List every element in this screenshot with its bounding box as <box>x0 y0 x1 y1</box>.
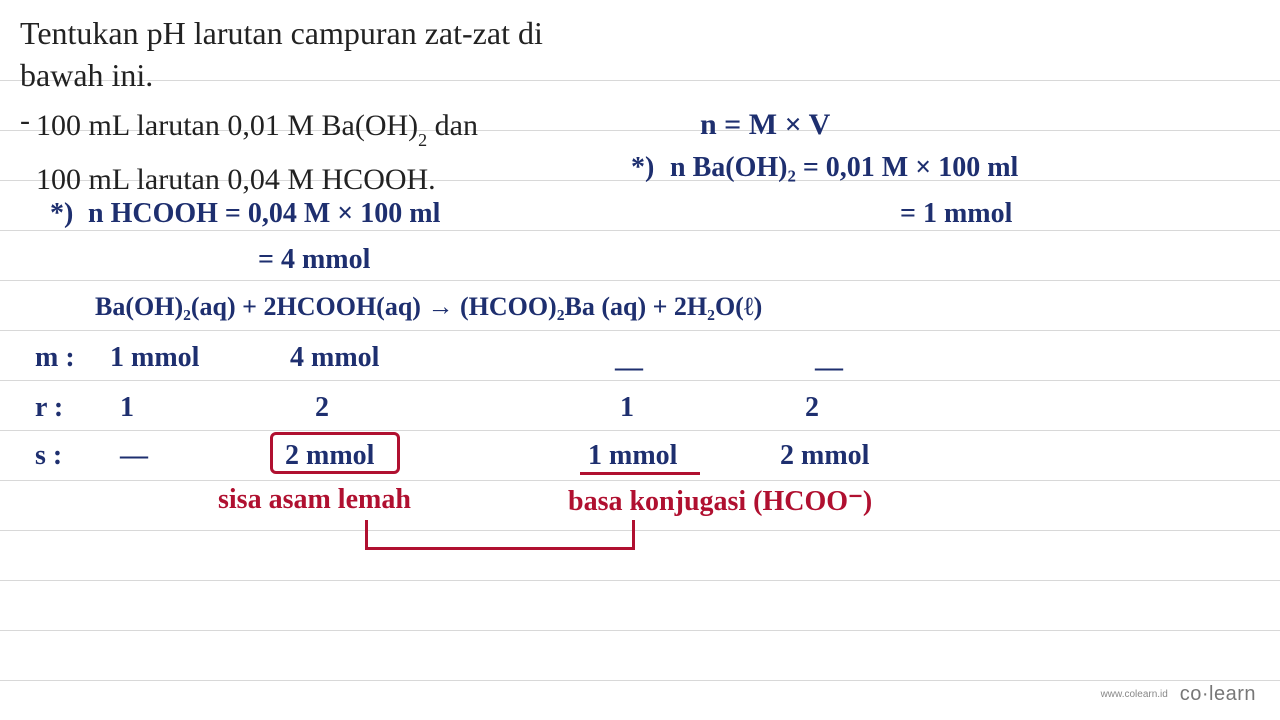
cell-s-c1: — <box>120 440 148 472</box>
row-label-m: m : <box>35 342 75 374</box>
cell-m-c3: — <box>615 352 643 384</box>
red-underline-basa <box>580 472 700 475</box>
star-right: *) <box>631 152 654 184</box>
cell-r-c2: 2 <box>315 392 329 424</box>
problem-line-1: 100 mL larutan 0,01 M Ba(OH)2 dan <box>36 104 478 158</box>
red-bracket-bottom <box>365 520 635 550</box>
calc-hcooh-eq: n HCOOH = 0,04 M × 100 ml <box>88 198 440 230</box>
cell-m-c4: — <box>815 352 843 384</box>
row-label-s: s : <box>35 440 62 472</box>
footer-brand: co·learn <box>1180 683 1256 705</box>
reaction-equation: Ba(OH)₂(aq) + 2HCOOH(aq) → (HCOO)₂Ba (aq… <box>95 292 762 322</box>
problem-line-2: 100 mL larutan 0,04 M HCOOH. <box>36 158 478 202</box>
cell-m-c2: 4 mmol <box>290 342 379 374</box>
problem-line-1-part2: dan <box>427 109 478 142</box>
cell-m-c1: 1 mmol <box>110 342 199 374</box>
star-left: *) <box>50 198 73 230</box>
calc-baoh-result: = 1 mmol <box>900 198 1012 230</box>
cell-r-c3: 1 <box>620 392 634 424</box>
subscript-2: 2 <box>418 130 427 150</box>
cell-r-c1: 1 <box>120 392 134 424</box>
title-line-1: Tentukan pH larutan campuran zat-zat di <box>20 12 1260 54</box>
annotation-sisa: sisa asam lemah <box>218 484 411 516</box>
footer: www.colearn.id co·learn <box>1101 683 1256 706</box>
row-label-r: r : <box>35 392 63 424</box>
cell-s-c3: 1 mmol <box>588 440 677 472</box>
calc-baoh-eq: n Ba(OH)₂ = 0,01 M × 100 ml <box>670 152 1018 184</box>
calc-hcooh-result: = 4 mmol <box>258 244 370 276</box>
red-box-sisa <box>270 432 400 474</box>
formula-n: n = M × V <box>700 108 830 142</box>
annotation-basa: basa konjugasi (HCOO⁻) <box>568 484 872 518</box>
cell-r-c4: 2 <box>805 392 819 424</box>
bullet-dash: - <box>20 104 30 138</box>
footer-url: www.colearn.id <box>1101 689 1168 700</box>
cell-s-c4: 2 mmol <box>780 440 869 472</box>
problem-line-1-part1: 100 mL larutan 0,01 M Ba(OH) <box>36 109 418 142</box>
title-line-2: bawah ini. <box>20 54 1260 96</box>
